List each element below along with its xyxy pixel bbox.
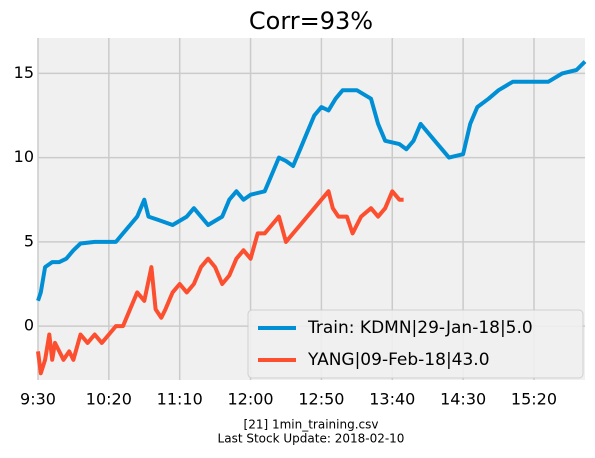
x-tick-label: 14:30 — [440, 390, 486, 409]
y-tick-label: 5 — [24, 231, 34, 250]
x-tick-label: 12:50 — [298, 390, 344, 409]
y-tick-label: 0 — [24, 316, 34, 335]
x-tick-label: 11:10 — [157, 390, 203, 409]
legend-label: Train: KDMN|29-Jan-18|5.0 — [307, 318, 533, 338]
y-tick-label: 15 — [14, 63, 34, 82]
series-line — [36, 189, 404, 376]
x-tick-label: 13:40 — [369, 390, 415, 409]
footer-line: [21] 1min_training.csv — [244, 418, 379, 432]
legend: Train: KDMN|29-Jan-18|5.0 YANG|09-Feb-18|… — [247, 309, 584, 379]
footer-line: Last Stock Update: 2018-02-10 — [218, 432, 405, 446]
x-tick-label: 12:00 — [228, 390, 274, 409]
series-line — [36, 60, 587, 302]
chart-title: Corr=93% — [249, 7, 373, 35]
legend-box — [247, 309, 584, 379]
x-tick-label: 15:20 — [511, 390, 557, 409]
x-tick-label: 9:30 — [20, 390, 56, 409]
legend-label: YANG|09-Feb-18|43.0 — [307, 350, 490, 370]
y-tick-label: 10 — [14, 147, 34, 166]
x-tick-label: 10:20 — [86, 390, 132, 409]
